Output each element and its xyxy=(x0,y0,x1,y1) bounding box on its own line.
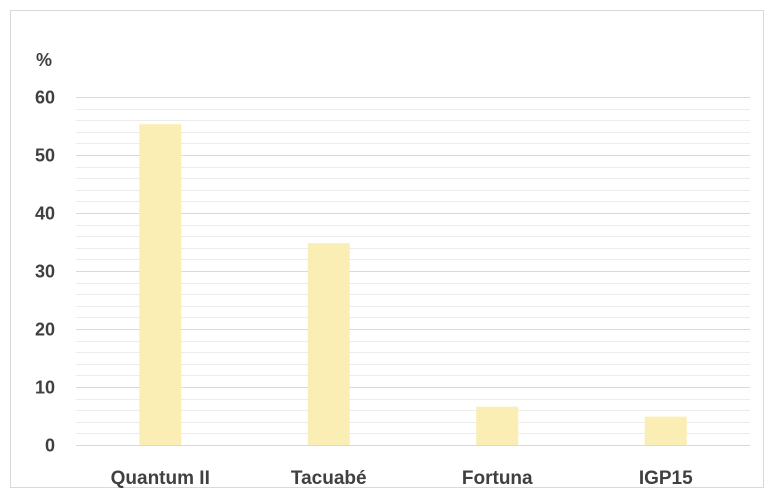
y-tick-label: 10 xyxy=(35,378,55,398)
y-tick-label: 50 xyxy=(35,146,55,166)
y-tick-label: 0 xyxy=(45,436,55,456)
bar xyxy=(476,406,519,445)
x-tick-label: Quantum II xyxy=(111,468,210,489)
y-tick-label: 40 xyxy=(35,204,55,224)
y-tick-label: 60 xyxy=(35,88,55,108)
bars xyxy=(139,124,687,445)
bar xyxy=(307,243,350,445)
bar xyxy=(139,124,182,445)
y-tick-label: 20 xyxy=(35,320,55,340)
y-axis-unit-label: % xyxy=(36,50,52,70)
x-tick-label: Fortuna xyxy=(462,468,533,489)
y-tick-label: 30 xyxy=(35,262,55,282)
major-gridlines xyxy=(76,97,750,446)
x-tick-label: Tacuabé xyxy=(291,468,367,489)
y-axis-tick-labels: 0 10 20 30 40 50 60 xyxy=(35,88,55,456)
x-tick-label: IGP15 xyxy=(639,468,693,489)
x-axis-category-labels: Quantum II Tacuabé Fortuna IGP15 xyxy=(111,468,693,489)
bar xyxy=(644,416,687,445)
